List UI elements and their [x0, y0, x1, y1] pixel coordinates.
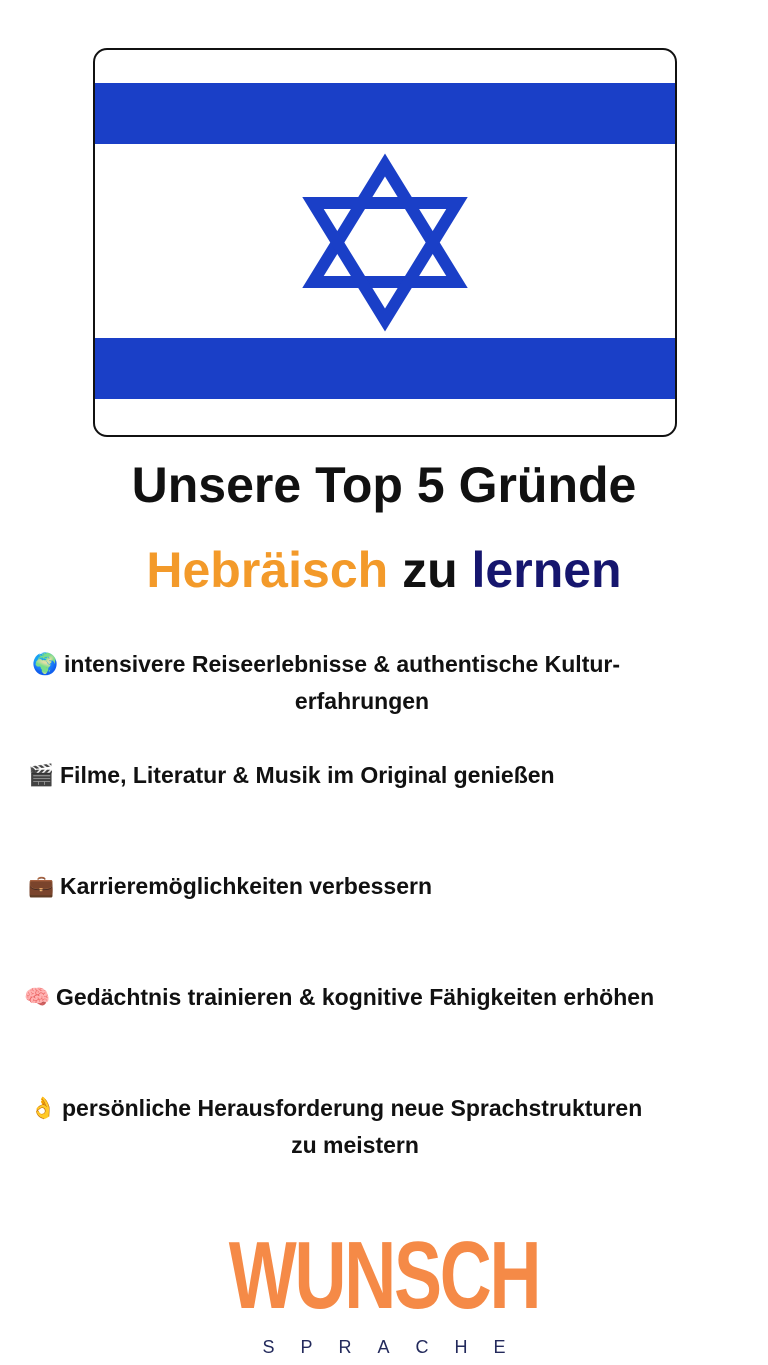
israel-flag	[93, 48, 677, 437]
reason-text-cont: zu meistern	[291, 1132, 419, 1158]
clapperboard-icon: 🎬	[28, 764, 55, 787]
reason-text: Filme, Literatur & Musik im Original gen…	[60, 762, 555, 788]
headline-line1: Unsere Top 5 Gründe	[131, 457, 637, 513]
reason-text: intensivere Reiseerlebnisse & authentisc…	[64, 651, 621, 677]
brain-icon: 🧠	[24, 986, 51, 1009]
reason-item: 💼 Karrieremöglichkeiten verbessern	[28, 868, 432, 905]
reason-text: persönliche Herausforderung neue Sprachs…	[62, 1095, 643, 1121]
reason-item: 🎬 Filme, Literatur & Musik im Original ge…	[28, 757, 555, 794]
globe-icon: 🌍	[32, 653, 59, 676]
reason-item: 🌍 intensivere Reiseerlebnisse & authentis…	[32, 646, 732, 720]
headline-language: Hebräisch	[146, 542, 389, 598]
logo-wunsch: WUNSCH	[228, 1222, 542, 1329]
reason-item: 🧠 Gedächtnis trainieren & kognitive Fähig…	[24, 979, 654, 1016]
star-of-david-icon	[302, 153, 468, 332]
flag-bottom-stripe	[95, 338, 675, 399]
israel-flag-icon	[95, 83, 675, 399]
reason-item: 👌 persönliche Herausforderung neue Sprach…	[30, 1090, 710, 1164]
ok-hand-icon: 👌	[30, 1097, 57, 1120]
headline-line2: Hebräisch zu lernen	[0, 540, 768, 600]
reason-text: Gedächtnis trainieren & kognitive Fähigk…	[56, 984, 655, 1010]
reason-text: Karrieremöglichkeiten verbessern	[60, 873, 433, 899]
logo-sprache: SPRACHE	[262, 1337, 532, 1357]
flag-top-stripe	[95, 83, 675, 144]
reason-text-cont: erfahrungen	[294, 688, 430, 714]
headline-lernen: lernen	[471, 542, 622, 598]
headline-zu: zu	[402, 542, 458, 598]
briefcase-icon: 💼	[28, 875, 55, 898]
